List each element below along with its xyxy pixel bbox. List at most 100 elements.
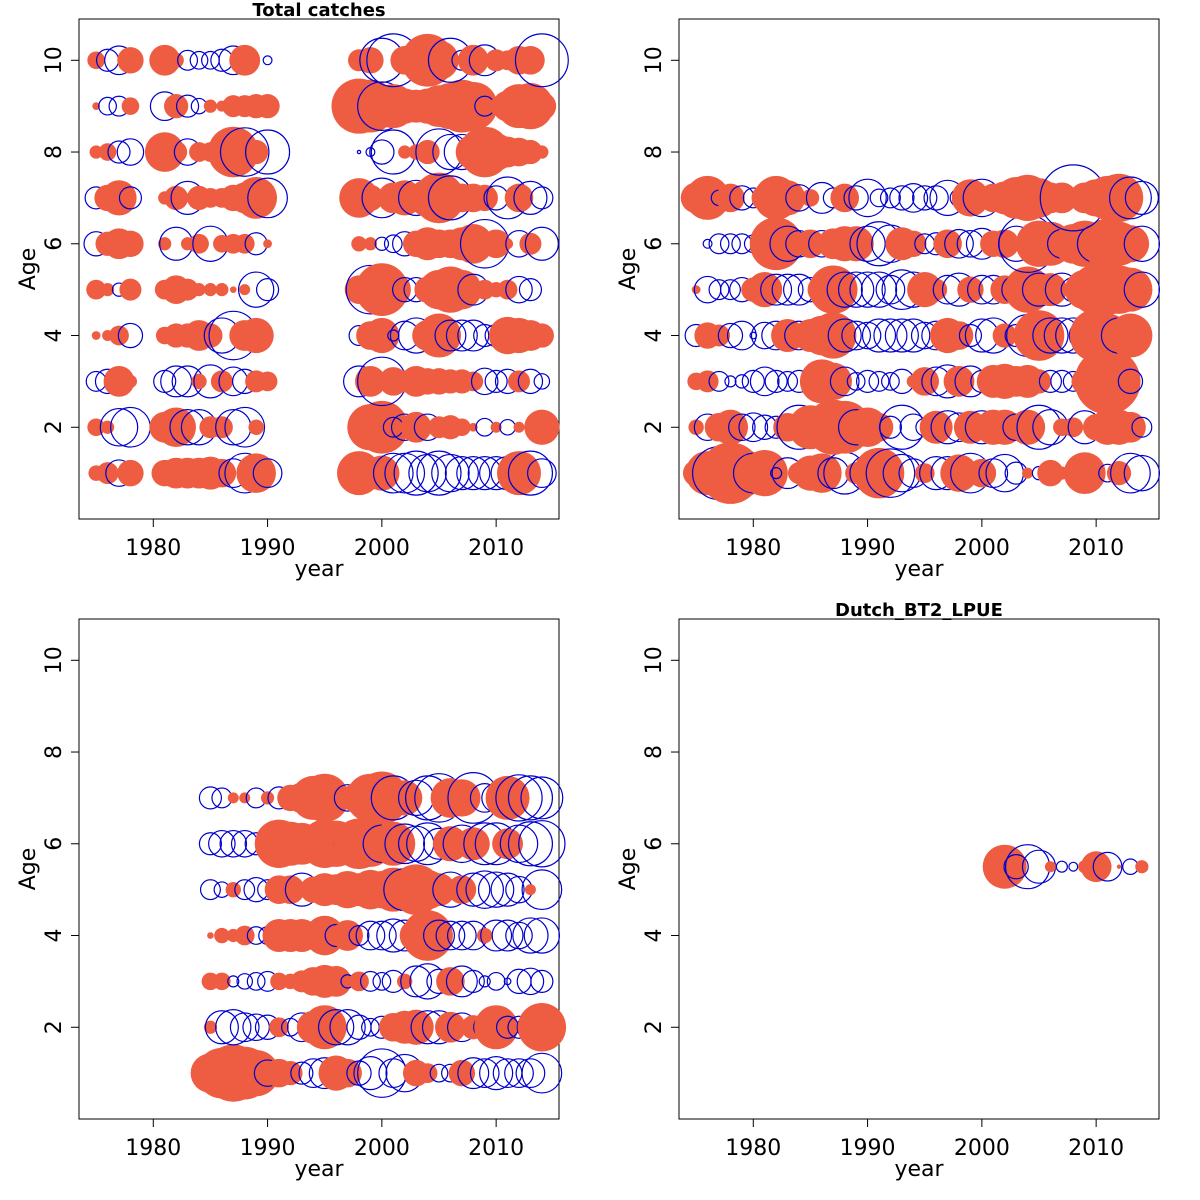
bubble-negative xyxy=(243,876,269,903)
x-tick-label: 2000 xyxy=(954,536,1010,561)
bubble-negative xyxy=(372,452,414,494)
bubble-negative xyxy=(491,919,524,952)
bubble-negative xyxy=(1124,180,1159,215)
bubble-positive xyxy=(436,967,465,996)
bubble-negative xyxy=(431,453,470,493)
bubble-negative xyxy=(98,96,117,116)
bubble-negative xyxy=(1131,416,1153,438)
bubble-positive xyxy=(207,126,259,178)
bubble-positive xyxy=(363,237,378,251)
x-tick-label: 1990 xyxy=(240,1136,296,1161)
bubble-negative xyxy=(224,406,266,448)
bubble-negative xyxy=(889,185,915,211)
bubble-negative xyxy=(1038,369,1063,393)
bubble-positive xyxy=(517,1003,567,1052)
bubble-negative xyxy=(881,371,900,391)
bubble-negative xyxy=(1108,176,1152,220)
bubble-negative xyxy=(530,186,554,210)
bubble-positive xyxy=(524,409,560,445)
bubble-negative xyxy=(479,1056,514,1091)
bubble-negative xyxy=(480,919,513,952)
bubble-negative xyxy=(846,371,866,391)
bubble-negative xyxy=(777,370,799,392)
bubble-negative xyxy=(728,413,756,442)
bubble-negative xyxy=(357,1048,407,1098)
bubble-negative xyxy=(749,331,758,340)
bubble-negative xyxy=(1110,452,1151,494)
bubble-positive xyxy=(332,920,363,951)
bubble-negative xyxy=(477,871,515,908)
bubble-negative xyxy=(1123,225,1161,262)
bubble-positive xyxy=(234,925,255,946)
y-axis-label: Age xyxy=(16,848,41,891)
y-tick-label: 6 xyxy=(42,837,67,851)
bubble-positive xyxy=(471,184,498,212)
y-axis-label: Age xyxy=(16,248,41,291)
bubble-positive xyxy=(769,180,806,216)
bubble-positive xyxy=(239,284,251,296)
bubble-negative xyxy=(702,238,713,249)
bubble-positive xyxy=(214,927,230,944)
bubble-positive xyxy=(86,279,107,300)
bubble-positive xyxy=(688,419,704,435)
bubble-negative xyxy=(826,271,863,308)
bubble-positive xyxy=(432,826,469,862)
bubble-negative xyxy=(435,920,466,951)
bubble-positive xyxy=(696,370,719,393)
bubble-positive xyxy=(413,172,465,224)
bubble-negative xyxy=(384,452,426,494)
bubble-negative xyxy=(719,233,741,255)
bubble-negative xyxy=(741,369,765,393)
y-tick-label: 10 xyxy=(42,646,67,674)
bubble-negative xyxy=(514,33,569,88)
y-tick-label: 4 xyxy=(42,929,67,943)
bubble-positive xyxy=(1063,452,1106,495)
bubble-negative xyxy=(359,970,381,992)
bubble-positive xyxy=(1111,225,1150,263)
y-tick-label: 6 xyxy=(42,237,67,251)
bubble-negative xyxy=(521,869,563,911)
bubble-positive xyxy=(371,821,416,866)
bubble-positive xyxy=(982,844,1027,889)
bubble-positive xyxy=(468,422,478,432)
bubble-negative xyxy=(204,1010,239,1045)
bubble-negative xyxy=(465,870,505,909)
bubble-negative xyxy=(384,823,426,865)
bubble-positive xyxy=(92,102,100,111)
bubble-negative xyxy=(760,273,793,306)
bubble-positive xyxy=(402,910,453,961)
plot-frame xyxy=(678,18,1160,520)
bubble-positive xyxy=(485,775,530,820)
bubble-negative xyxy=(429,1063,449,1083)
bubble-positive xyxy=(117,459,144,487)
bubble-positive xyxy=(320,782,352,814)
bubble-positive xyxy=(100,283,115,297)
bubble-positive xyxy=(1022,467,1034,479)
bubble-negative xyxy=(369,139,395,165)
y-tick-label: 8 xyxy=(42,745,67,759)
x-tick-label: 2010 xyxy=(1068,536,1124,561)
x-tick-label: 2010 xyxy=(1068,1136,1124,1161)
y-tick-label: 4 xyxy=(42,329,67,343)
bubble-positive xyxy=(215,283,229,297)
bubble-negative xyxy=(290,1061,314,1085)
bubble-positive xyxy=(685,175,730,220)
bubble-negative xyxy=(944,228,974,259)
y-axis-label: Age xyxy=(616,248,641,291)
plot-frame xyxy=(78,18,560,520)
bubble-negative xyxy=(234,879,256,901)
bubble-positive xyxy=(443,779,481,817)
bubble-positive xyxy=(914,463,935,484)
y-tick-label: 8 xyxy=(642,745,667,759)
bubble-positive xyxy=(1009,409,1046,445)
bubble-positive xyxy=(492,828,523,860)
bubble-positive xyxy=(257,371,278,392)
bubble-positive xyxy=(117,230,144,257)
bubble-positive xyxy=(951,179,990,217)
bubble-positive xyxy=(158,237,172,251)
bubble-positive xyxy=(400,411,432,443)
bubble-negative xyxy=(507,775,554,821)
bubble-negative xyxy=(1055,860,1068,873)
bubble-negative xyxy=(520,776,564,820)
